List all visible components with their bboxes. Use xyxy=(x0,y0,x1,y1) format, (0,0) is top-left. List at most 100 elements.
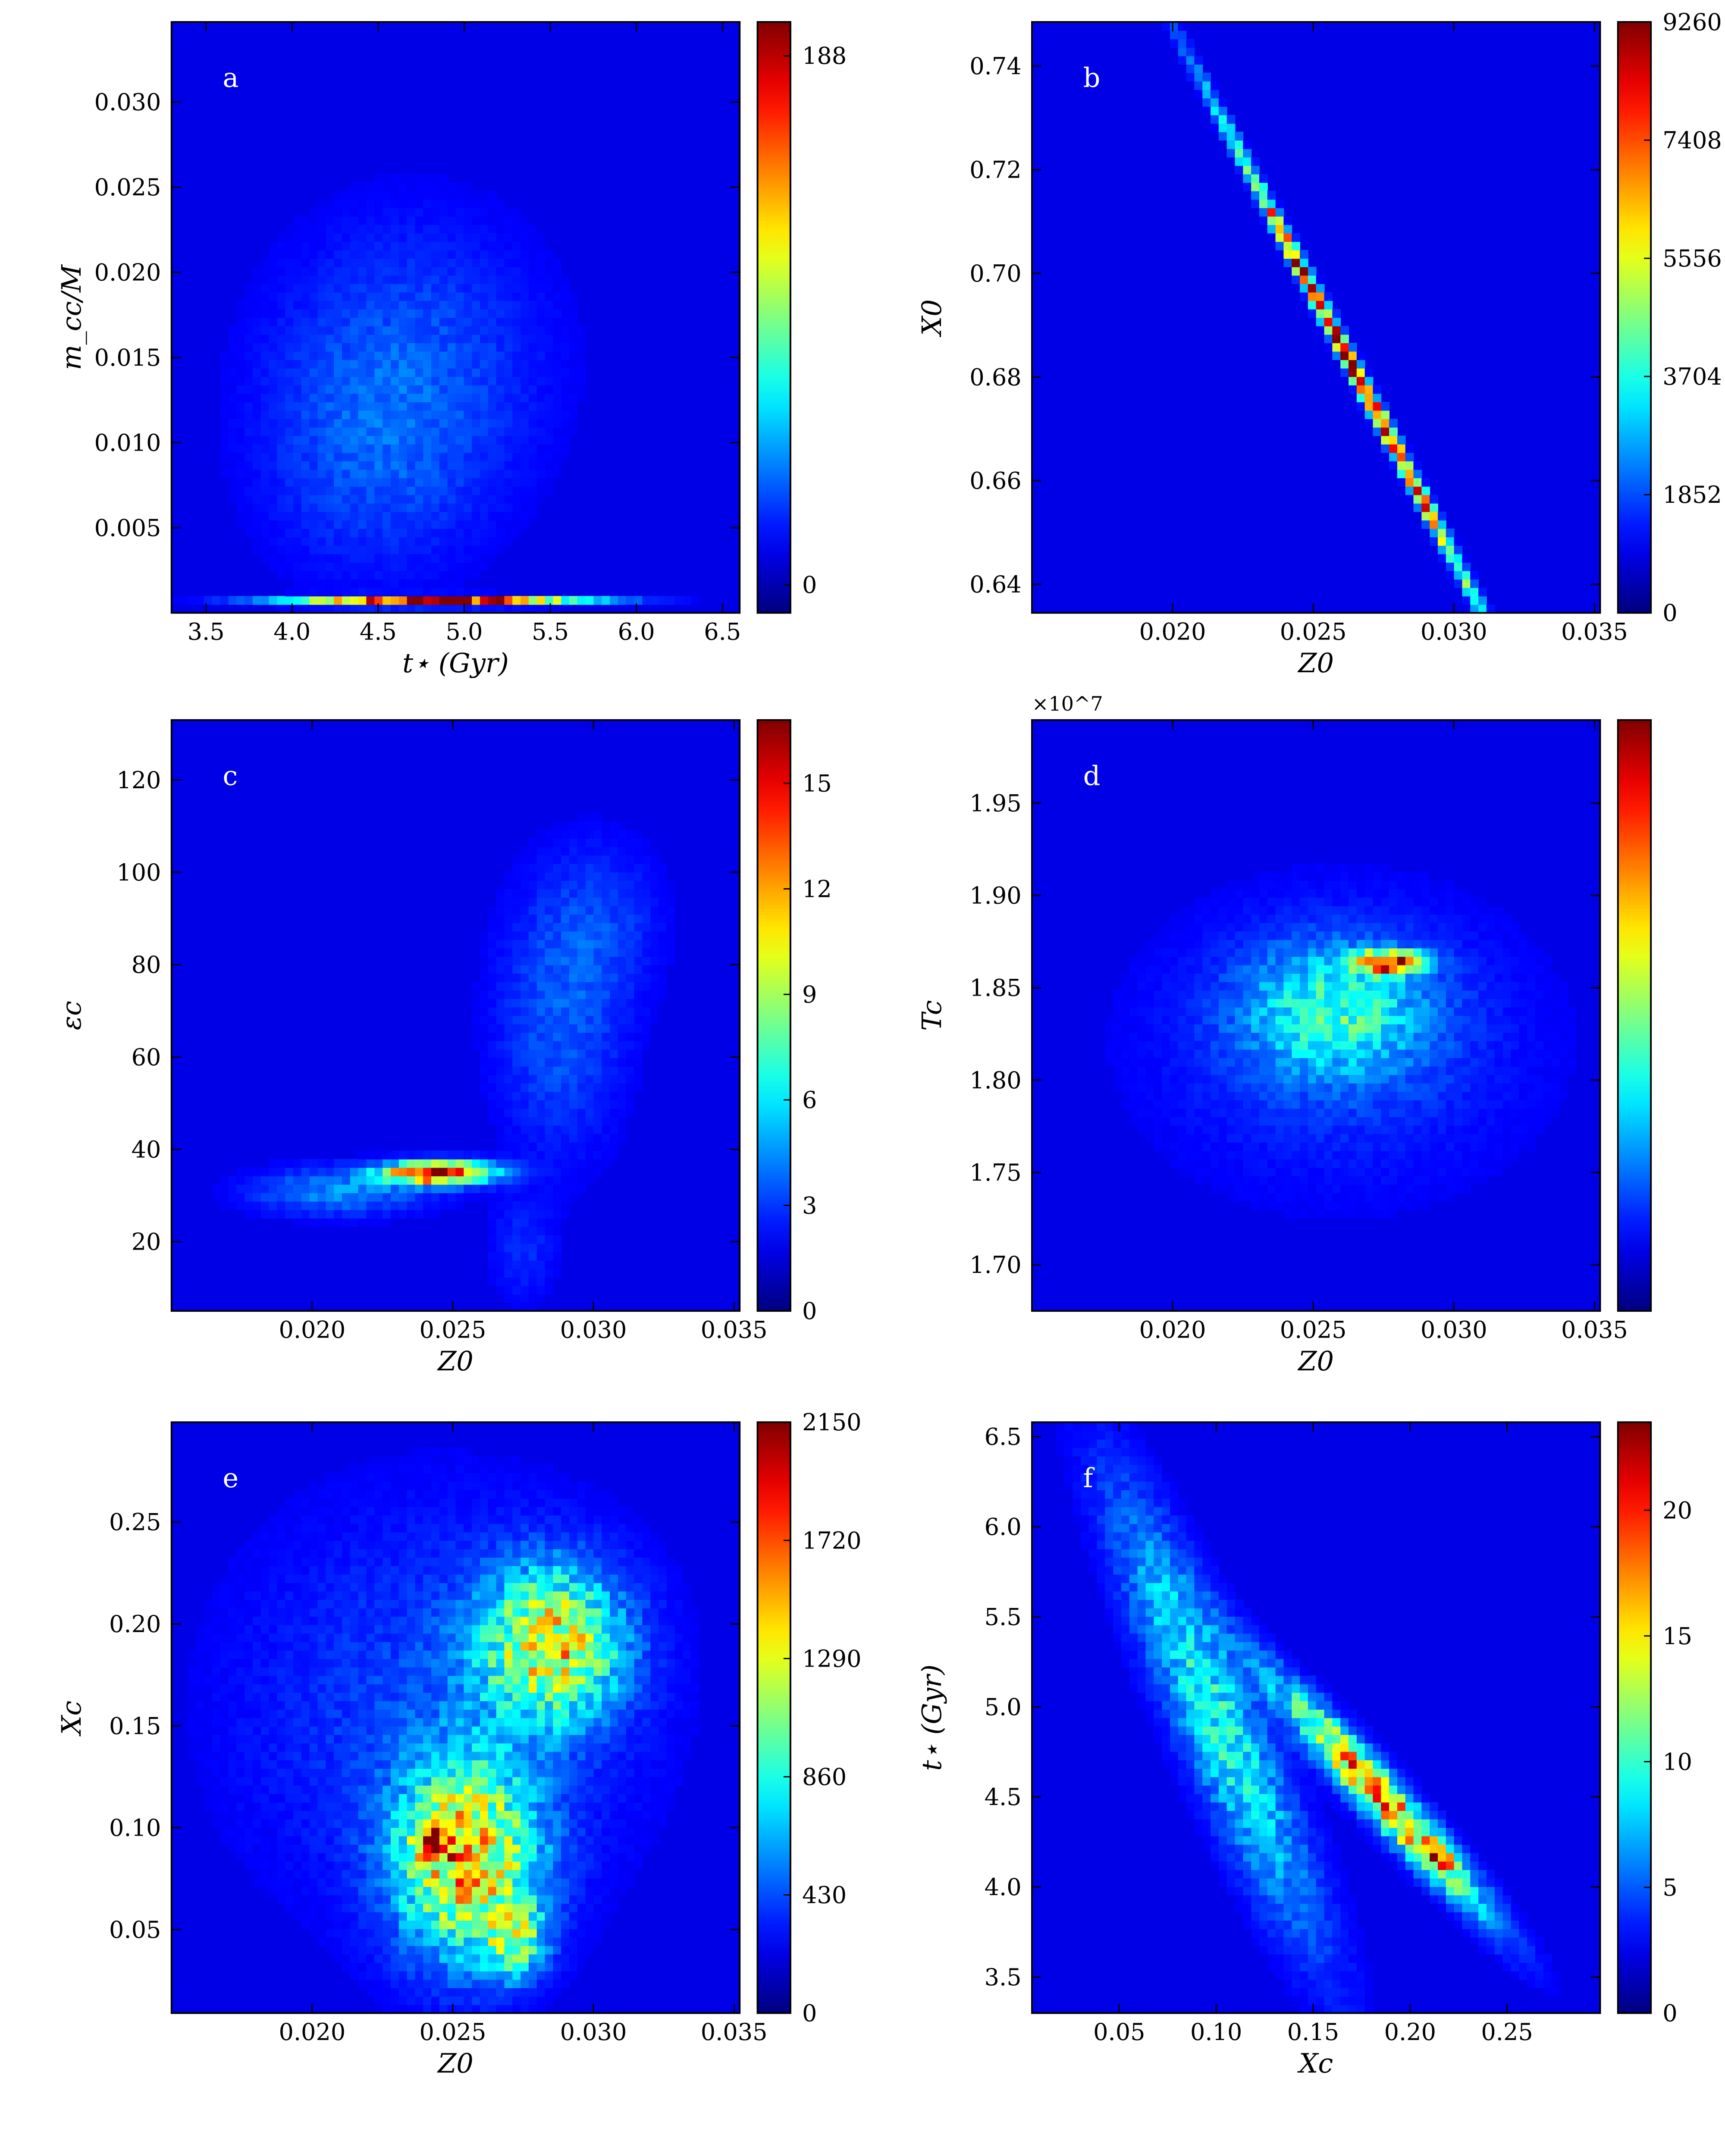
density-cell xyxy=(496,495,505,504)
density-cell xyxy=(1421,1116,1430,1126)
density-cell xyxy=(1243,1066,1252,1075)
density-cell xyxy=(472,981,480,991)
density-cell xyxy=(252,1210,261,1219)
density-cell xyxy=(1373,914,1382,923)
density-cell xyxy=(334,520,342,529)
density-cell xyxy=(350,216,359,225)
density-cell xyxy=(260,410,270,420)
density-cell xyxy=(650,872,659,881)
density-cell xyxy=(342,385,351,394)
density-cell xyxy=(1235,931,1244,940)
density-cell xyxy=(1373,948,1382,957)
density-cell xyxy=(512,419,521,428)
density-cell xyxy=(415,554,424,563)
density-cell xyxy=(585,830,594,839)
density-cell xyxy=(1137,1032,1146,1041)
density-cell xyxy=(1405,956,1414,965)
density-cell xyxy=(1178,22,1187,31)
density-cell xyxy=(472,520,480,529)
density-cell xyxy=(455,385,464,394)
density-cell xyxy=(439,266,448,276)
density-cell xyxy=(1430,906,1439,915)
density-cell xyxy=(569,1184,578,1194)
density-cell xyxy=(536,461,546,470)
density-cell xyxy=(326,401,335,411)
density-cell xyxy=(293,579,302,588)
density-cell xyxy=(260,326,270,335)
density-cell xyxy=(228,1184,237,1194)
density-cell xyxy=(472,495,480,504)
density-cell xyxy=(350,376,359,385)
density-cell xyxy=(447,444,456,453)
density-cell xyxy=(447,275,456,284)
density-cell xyxy=(301,436,310,445)
density-cell xyxy=(602,1142,611,1151)
density-cell xyxy=(464,317,473,326)
density-cell xyxy=(488,1091,497,1100)
density-cell xyxy=(228,376,237,385)
density-cell xyxy=(317,1175,326,1185)
density-cell xyxy=(407,216,416,225)
density-cell xyxy=(245,419,253,428)
density-cell xyxy=(277,486,286,495)
density-cell xyxy=(488,520,497,529)
density-cell xyxy=(455,461,464,470)
density-cell xyxy=(374,258,383,267)
density-cell xyxy=(1308,990,1317,999)
density-cell xyxy=(1324,1066,1333,1075)
density-cell xyxy=(439,520,448,529)
density-cell xyxy=(301,461,310,470)
density-cell xyxy=(528,309,537,318)
density-cell xyxy=(488,317,497,326)
density-cell xyxy=(1364,872,1374,881)
density-cell xyxy=(1186,1100,1195,1109)
density-cell xyxy=(496,1108,505,1117)
density-cell xyxy=(545,596,554,605)
density-cell xyxy=(1300,880,1308,890)
density-cell xyxy=(383,528,391,538)
density-cell xyxy=(553,410,562,420)
density-cell xyxy=(431,250,440,259)
density-cell xyxy=(1389,427,1398,436)
density-cell xyxy=(1340,1024,1349,1033)
density-cell xyxy=(317,360,326,369)
density-cell xyxy=(528,931,537,940)
density-cell xyxy=(593,889,602,898)
density-cell xyxy=(585,1007,594,1016)
density-cell xyxy=(553,376,562,385)
density-cell xyxy=(1389,939,1398,949)
density-cell xyxy=(1324,1150,1333,1159)
density-cell xyxy=(472,469,480,479)
density-cell xyxy=(390,587,399,597)
density-cell xyxy=(528,469,537,479)
density-cell xyxy=(464,233,473,242)
density-cell xyxy=(626,981,635,991)
density-cell xyxy=(626,1040,635,1050)
density-cell xyxy=(569,1150,578,1159)
y-tick-label: 0.74 xyxy=(969,53,1021,80)
density-cell xyxy=(1381,956,1390,965)
y-tick-label: 20 xyxy=(132,1228,161,1256)
density-cell xyxy=(1202,106,1211,116)
density-cell xyxy=(350,342,359,352)
density-cell xyxy=(277,275,286,284)
density-cell xyxy=(317,545,326,555)
density-cell xyxy=(309,207,318,217)
density-cell xyxy=(415,461,424,470)
density-cell xyxy=(1154,1091,1163,1100)
density-cell xyxy=(496,275,505,284)
density-cell xyxy=(480,554,489,563)
density-cell xyxy=(553,1167,562,1176)
density-cell xyxy=(334,436,342,445)
density-cell xyxy=(577,385,586,394)
density-cell xyxy=(650,956,659,965)
density-cell xyxy=(577,990,586,999)
density-cell xyxy=(334,554,342,563)
density-cell xyxy=(480,939,489,949)
density-cell xyxy=(569,939,578,949)
density-cell xyxy=(626,1024,635,1033)
density-cell xyxy=(472,528,480,538)
density-cell xyxy=(1251,1066,1260,1075)
density-cell xyxy=(1308,1125,1317,1134)
density-cell xyxy=(366,495,375,504)
